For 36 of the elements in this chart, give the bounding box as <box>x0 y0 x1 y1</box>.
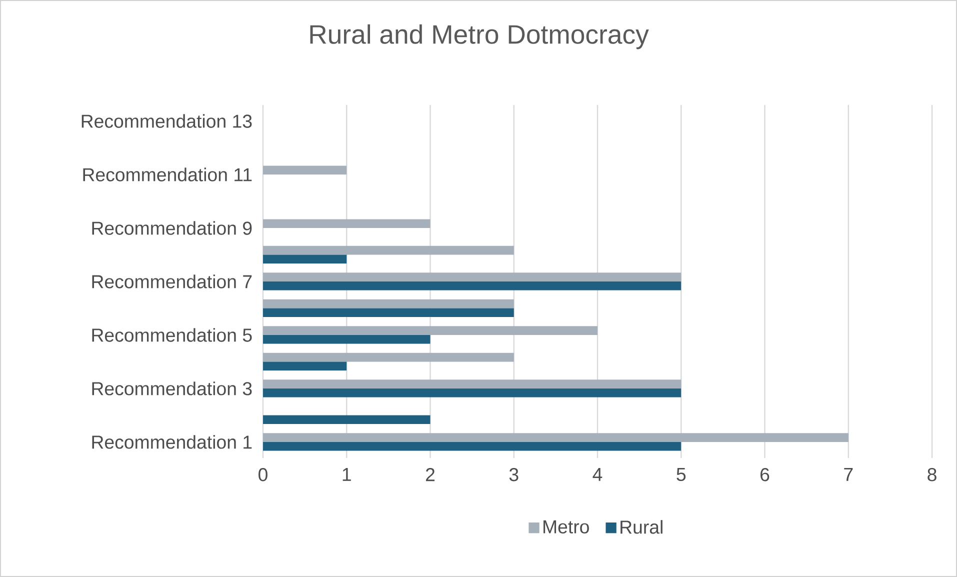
legend-label: Rural <box>620 520 662 534</box>
bar <box>262 219 430 228</box>
bar <box>262 299 514 308</box>
bar <box>262 415 430 424</box>
x-tick-label: 5 <box>676 468 686 482</box>
bar <box>262 442 682 451</box>
x-tick-label: 1 <box>342 468 351 481</box>
x-tick-label: 4 <box>592 468 602 481</box>
bar <box>262 272 682 282</box>
bar <box>262 380 682 388</box>
y-tick-label: Recommendation 13 <box>82 114 252 128</box>
y-tick-label: Recommendation 1 <box>92 435 252 449</box>
bar <box>262 433 848 442</box>
bar <box>262 308 514 318</box>
bar <box>262 166 347 175</box>
x-tick-label: 0 <box>258 468 268 482</box>
y-tick-label: Recommendation 7 <box>92 274 252 288</box>
bar <box>262 246 514 255</box>
bar <box>262 281 682 290</box>
x-tick-label: 6 <box>760 468 770 482</box>
bar <box>262 362 347 371</box>
bar <box>262 352 514 362</box>
bar <box>262 326 598 335</box>
x-tick-label: 2 <box>426 468 435 482</box>
legend-label: Metro <box>544 520 589 534</box>
bar <box>262 388 682 398</box>
y-tick-label: Recommendation 9 <box>92 221 252 235</box>
bar <box>262 254 347 264</box>
x-tick-label: 7 <box>844 468 853 481</box>
y-tick-label: Recommendation 11 <box>83 168 252 182</box>
y-tick-label: Recommendation 5 <box>92 328 252 342</box>
bar <box>262 334 430 344</box>
y-tick-label: Recommendation 3 <box>92 382 252 396</box>
x-tick-label: 3 <box>509 468 518 482</box>
x-tick-label: 8 <box>928 468 936 482</box>
chart-title: Rural and Metro Dotmocracy <box>310 24 649 50</box>
